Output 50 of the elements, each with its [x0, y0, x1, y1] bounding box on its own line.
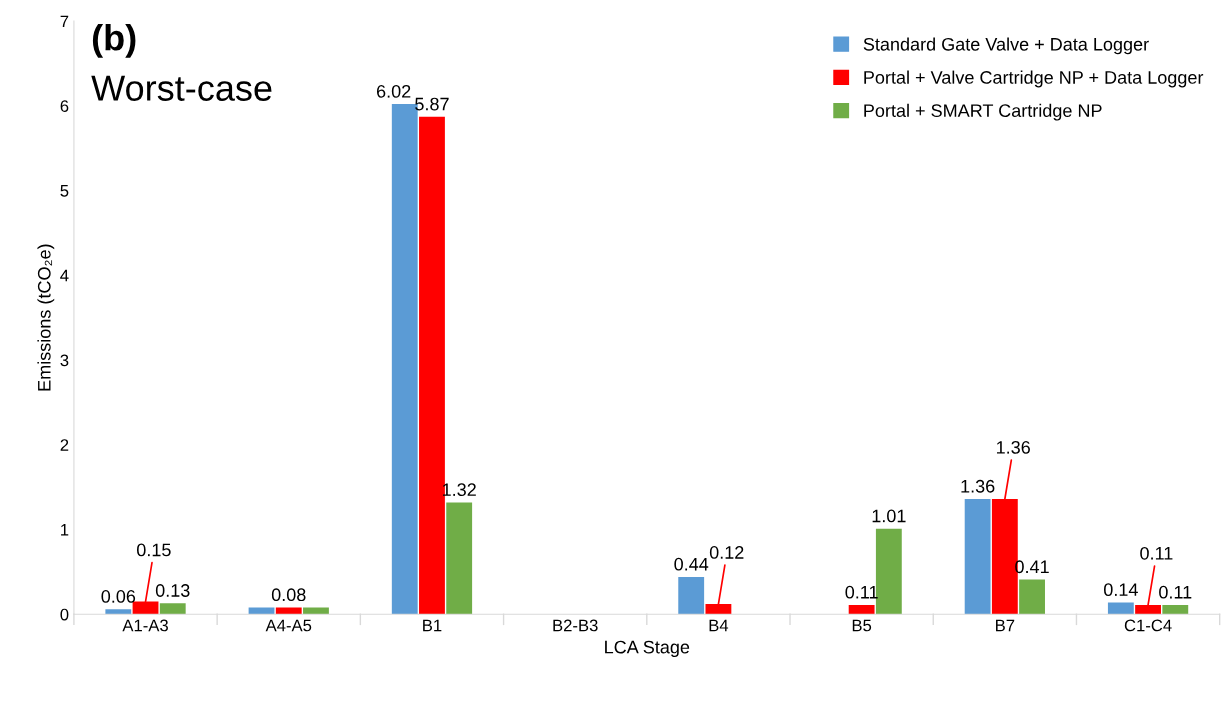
data-label: 0.11: [1140, 546, 1173, 560]
y-axis-title: Emissions (tCO₂e): [37, 244, 55, 391]
data-label: 0.14: [1103, 583, 1138, 597]
data-label: 0.13: [155, 584, 190, 597]
x-tick-label: B5: [852, 619, 872, 632]
x-tick-label: C1-C4: [1124, 619, 1172, 632]
data-label: 0.15: [137, 543, 171, 557]
bar: [1162, 604, 1189, 615]
legend-label: Portal + Valve Cartridge NP + Data Logger: [864, 70, 1204, 88]
y-tick-label: 4: [60, 269, 69, 282]
y-tick-label: 5: [60, 185, 69, 197]
y-tick-label: 6: [60, 100, 69, 112]
y-tick-label: 3: [60, 354, 69, 367]
data-label: 0.12: [709, 546, 744, 559]
bar: [964, 499, 991, 615]
x-axis-title: LCA Stage: [605, 640, 690, 658]
bar: [159, 603, 186, 615]
bar: [419, 116, 445, 615]
data-label: 1.36: [996, 440, 1030, 454]
legend-label: Portal + SMART Cartridge NP: [864, 103, 1102, 121]
bar: [446, 502, 473, 615]
y-tick-label: 1: [61, 524, 69, 536]
legend-label: Standard Gate Valve + Data Logger: [863, 37, 1149, 55]
y-tick-label: 2: [60, 439, 69, 451]
y-tick-label: 0: [60, 608, 69, 621]
data-label: 1.36: [961, 479, 995, 493]
data-label: 0.44: [674, 557, 709, 571]
x-tick-label: B1: [423, 619, 442, 632]
bar: [848, 604, 875, 615]
data-label: 5.87: [415, 97, 449, 111]
annotation: (b): [92, 24, 136, 58]
y-tick-label: 7: [60, 15, 69, 28]
data-label: 1.01: [872, 509, 906, 523]
x-tick-label: B2-B3: [553, 619, 598, 632]
bar: [275, 607, 302, 615]
bar: [1107, 602, 1134, 615]
x-tick-label: B4: [709, 619, 729, 632]
bar: [303, 607, 329, 615]
bar: [105, 609, 132, 615]
bar: [248, 607, 275, 615]
bar: [678, 576, 705, 615]
x-tick-label: B7: [996, 619, 1015, 632]
data-label: 0.11: [1159, 585, 1192, 599]
bar: [1019, 579, 1045, 615]
data-label: 6.02: [377, 84, 411, 98]
data-label: 0.06: [101, 590, 136, 603]
x-tick-label: A4-A5: [265, 619, 312, 632]
annotation: Worst-case: [91, 75, 272, 101]
x-tick-label: A1-A3: [122, 619, 168, 632]
data-label: 0.08: [271, 588, 306, 602]
